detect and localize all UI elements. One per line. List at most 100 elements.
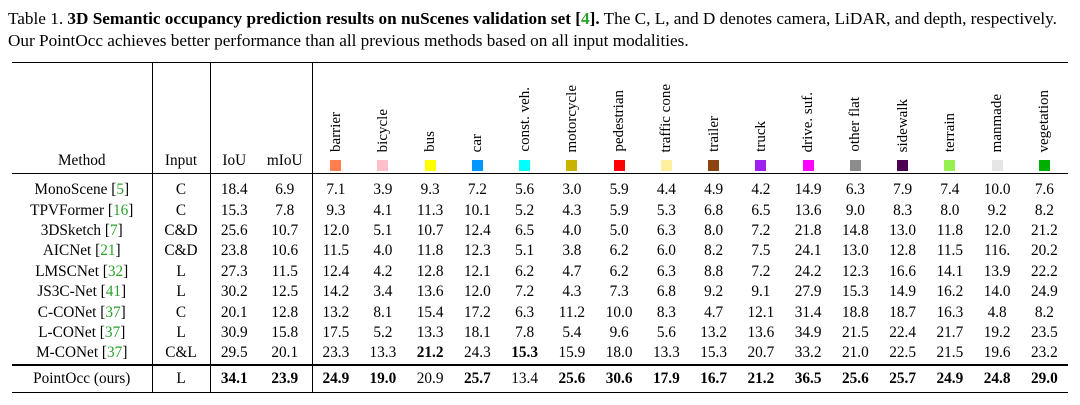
class-score-cell: 29.0	[1030, 369, 1058, 387]
class-score-cell: 3.4	[373, 283, 393, 301]
class-score-cell: 25.7	[889, 369, 917, 387]
class-score-cell: 15.3	[700, 344, 728, 362]
iou-cell: 15.3	[220, 201, 248, 219]
class-score-cell: 3.0	[562, 181, 582, 199]
class-score-cell: 5.2	[373, 323, 393, 341]
method-citation[interactable]: 37	[107, 344, 123, 362]
class-score-cell: 25.7	[463, 369, 491, 387]
method-citation[interactable]: 41	[105, 283, 122, 301]
input-cell: L	[152, 364, 211, 393]
table-caption: Table 1. 3D Semantic occupancy predictio…	[8, 8, 1072, 52]
class-score-cell: 7.1	[326, 181, 346, 199]
class-score-cell: 9.2	[987, 201, 1007, 219]
class-score-cell: 9.2	[704, 283, 724, 301]
class-label: terrain	[941, 112, 958, 152]
class-score-cell: 13.9	[983, 262, 1011, 280]
class-score-cell: 8.0	[940, 201, 960, 219]
method-citation[interactable]: 37	[105, 303, 121, 321]
table-row: TPVFormer [16] C 15.3 7.8 9.3 4.1 11.3 10.1 5.2 4…	[12, 200, 1068, 221]
class-score-cell: 6.2	[609, 262, 629, 280]
class-score-cell: 8.8	[704, 262, 724, 280]
class-score-cell: 16.6	[889, 262, 917, 280]
miou-cell: 20.1	[258, 343, 313, 365]
class-score-cell: 11.8	[936, 221, 963, 239]
header-class-0: barrier	[312, 63, 359, 174]
class-label: bus	[422, 131, 439, 152]
header-class-12: sidewalk	[879, 63, 926, 174]
class-score-cell: 4.8	[987, 303, 1007, 321]
class-score-cell: 9.1	[751, 283, 771, 301]
class-score-cell: 24.1	[794, 242, 822, 260]
method-name: LMSCNet	[35, 262, 99, 280]
caption-prefix: Table 1.	[8, 9, 68, 28]
input-cell: C	[152, 302, 211, 323]
class-score-cell: 22.4	[889, 323, 917, 341]
method-name: C-CONet	[37, 303, 97, 321]
class-score-cell: 6.8	[704, 201, 724, 219]
input-cell: L	[152, 261, 211, 282]
class-color-swatch	[991, 160, 1003, 171]
class-score-cell: 21.0	[841, 344, 869, 362]
header-class-11: other flat	[832, 63, 879, 174]
miou-cell: 10.6	[258, 241, 313, 262]
class-score-cell: 7.2	[751, 221, 771, 239]
table-row: M-CONet [37] C&L 29.5 20.1 23.3 13.3 21.2 24.3 1…	[12, 343, 1068, 365]
method-name: PointOcc (ours)	[33, 369, 131, 387]
class-score-cell: 13.3	[369, 344, 397, 362]
class-score-cell: 12.8	[889, 242, 917, 260]
caption-citation[interactable]: 4	[581, 9, 590, 28]
class-score-cell: 8.2	[704, 242, 724, 260]
class-score-cell: 4.0	[373, 242, 393, 260]
class-score-cell: 22.5	[889, 344, 917, 362]
class-score-cell: 6.0	[656, 242, 676, 260]
class-score-cell: 5.6	[515, 181, 535, 199]
class-score-cell: 12.4	[322, 262, 350, 280]
header-class-3: car	[454, 63, 501, 174]
class-score-cell: 21.2	[1030, 221, 1058, 239]
method-citation[interactable]: 7	[110, 221, 118, 239]
class-score-cell: 6.2	[609, 242, 629, 260]
method-citation[interactable]: 37	[104, 323, 121, 341]
class-score-cell: 7.4	[940, 181, 960, 199]
class-score-cell: 24.9	[936, 369, 964, 387]
class-score-cell: 12.3	[463, 242, 491, 260]
class-score-cell: 8.3	[893, 201, 913, 219]
class-score-cell: 13.3	[652, 344, 680, 362]
class-label: trailer	[705, 116, 722, 152]
class-score-cell: 8.2	[1034, 303, 1054, 321]
class-score-cell: 24.8	[983, 369, 1011, 387]
input-cell: C	[152, 173, 211, 201]
class-score-cell: 21.5	[936, 344, 964, 362]
header-class-15: vegetation	[1021, 63, 1068, 174]
class-score-cell: 30.6	[605, 369, 633, 387]
input-cell: L	[152, 322, 211, 344]
method-citation[interactable]: 21	[100, 242, 116, 260]
input-cell: C&D	[152, 241, 211, 262]
header-class-14: manmade	[974, 63, 1021, 174]
class-score-cell: 7.2	[751, 262, 771, 280]
method-citation[interactable]: 5	[116, 181, 125, 199]
header-class-7: traffic cone	[643, 63, 690, 174]
method-citation[interactable]: 16	[112, 201, 129, 219]
class-score-cell: 12.4	[463, 221, 491, 239]
header-class-4: const. veh.	[501, 63, 548, 174]
class-score-cell: 7.6	[1034, 181, 1054, 199]
miou-cell: 15.8	[258, 322, 313, 344]
method-citation[interactable]: 32	[107, 262, 124, 280]
class-score-cell: 13.0	[889, 221, 917, 239]
class-score-cell: 10.0	[605, 303, 633, 321]
header-iou: IoU	[222, 152, 247, 169]
class-score-cell: 23.3	[322, 344, 350, 362]
class-score-cell: 20.2	[1030, 242, 1058, 260]
class-score-cell: 15.3	[841, 283, 869, 301]
class-score-cell: 4.1	[373, 201, 393, 219]
caption-body: The C, L, and D denotes camera, LiDAR, a…	[8, 9, 1057, 50]
method-cell: PointOcc (ours)	[12, 364, 153, 393]
class-score-cell: 15.3	[511, 344, 539, 362]
method-name: MonoScene	[34, 181, 108, 199]
class-score-cell: 18.7	[889, 303, 917, 321]
class-score-cell: 13.2	[700, 323, 728, 341]
miou-cell: 7.8	[258, 200, 313, 221]
iou-cell: 30.9	[220, 323, 248, 341]
class-score-cell: 15.9	[558, 344, 586, 362]
